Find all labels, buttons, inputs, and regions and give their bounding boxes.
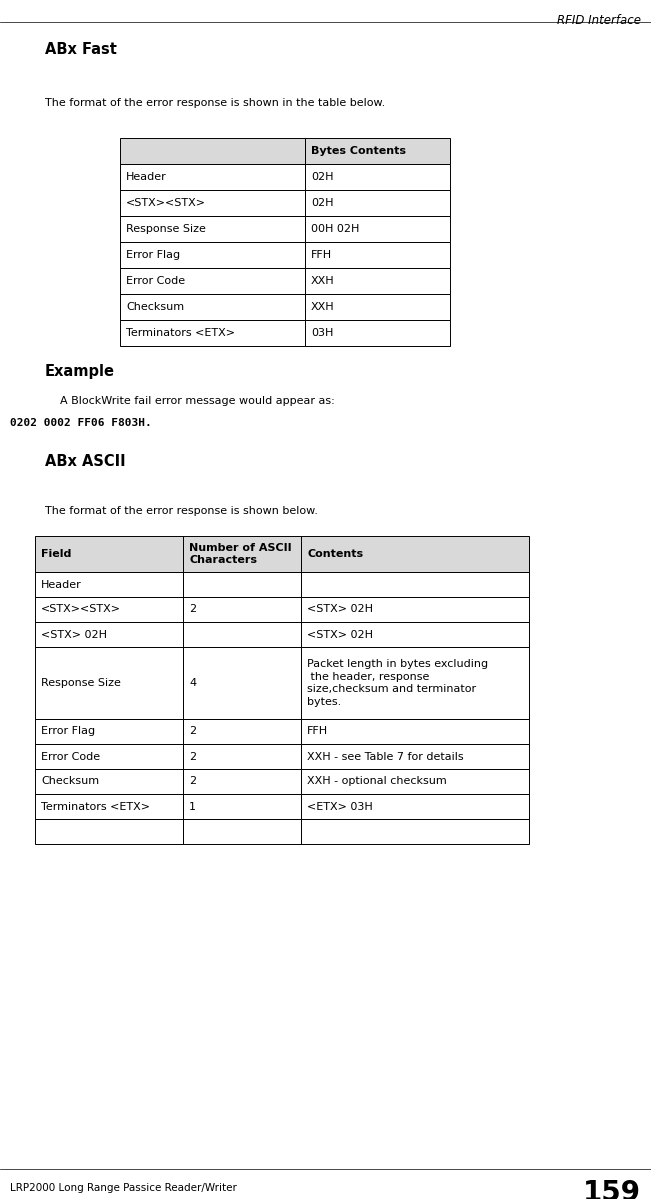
Text: <STX> 02H: <STX> 02H	[307, 604, 373, 615]
Text: Number of ASCII
Characters: Number of ASCII Characters	[189, 543, 292, 565]
Text: 1: 1	[189, 801, 196, 812]
Text: RFID Interface: RFID Interface	[557, 14, 641, 28]
Text: 2: 2	[189, 777, 196, 787]
Bar	[183, 819, 301, 844]
Text: 159: 159	[583, 1179, 641, 1199]
Bar	[305, 242, 450, 269]
Text: XXH - see Table 7 for details: XXH - see Table 7 for details	[307, 752, 464, 761]
Text: Error Flag: Error Flag	[126, 251, 180, 260]
Bar	[183, 745, 301, 769]
Bar	[301, 745, 529, 769]
Text: <ETX> 03H: <ETX> 03H	[307, 801, 373, 812]
Text: ABx Fast: ABx Fast	[45, 42, 117, 58]
Text: Response Size: Response Size	[41, 677, 121, 688]
Bar	[305, 294, 450, 320]
Bar	[35, 769, 183, 794]
Text: Header: Header	[126, 171, 167, 182]
Text: The format of the error response is shown in the table below.: The format of the error response is show…	[45, 98, 385, 108]
Bar	[305, 269, 450, 294]
Bar	[120, 294, 305, 320]
Bar	[305, 189, 450, 216]
Text: Checksum: Checksum	[41, 777, 99, 787]
Bar	[35, 536, 183, 572]
Bar	[301, 622, 529, 647]
Text: The format of the error response is shown below.: The format of the error response is show…	[45, 506, 318, 516]
Text: XXH: XXH	[311, 302, 335, 312]
Text: Error Flag: Error Flag	[41, 727, 95, 736]
Bar	[183, 647, 301, 719]
Text: 2: 2	[189, 727, 196, 736]
Text: <STX><STX>: <STX><STX>	[126, 198, 206, 207]
Text: LRP2000 Long Range Passice Reader/Writer: LRP2000 Long Range Passice Reader/Writer	[10, 1183, 237, 1193]
Text: Contents: Contents	[307, 549, 363, 559]
Text: A BlockWrite fail error message would appear as:: A BlockWrite fail error message would ap…	[60, 396, 335, 406]
Bar	[183, 597, 301, 622]
Text: XXH: XXH	[311, 276, 335, 287]
Text: Example: Example	[45, 364, 115, 379]
Text: Error Code: Error Code	[126, 276, 185, 287]
Text: 2: 2	[189, 752, 196, 761]
Text: Bytes Contents: Bytes Contents	[311, 146, 406, 156]
Bar	[35, 719, 183, 745]
Bar	[35, 647, 183, 719]
Bar	[301, 719, 529, 745]
Text: <STX><STX>: <STX><STX>	[41, 604, 121, 615]
Bar	[305, 216, 450, 242]
Bar	[35, 794, 183, 819]
Bar	[301, 769, 529, 794]
Text: 02H: 02H	[311, 198, 333, 207]
Bar	[120, 242, 305, 269]
Bar	[35, 572, 183, 597]
Bar	[183, 794, 301, 819]
Text: Packet length in bytes excluding
 the header, response
size,checksum and termina: Packet length in bytes excluding the hea…	[307, 659, 488, 706]
Text: Terminators <ETX>: Terminators <ETX>	[41, 801, 150, 812]
Bar	[120, 189, 305, 216]
Text: FFH: FFH	[311, 251, 332, 260]
Bar	[120, 269, 305, 294]
Bar	[35, 622, 183, 647]
Bar	[35, 819, 183, 844]
Bar	[301, 536, 529, 572]
Text: ABx ASCII: ABx ASCII	[45, 454, 126, 469]
Bar	[305, 164, 450, 189]
Text: XXH - optional checksum: XXH - optional checksum	[307, 777, 447, 787]
Text: 00H 02H: 00H 02H	[311, 224, 359, 234]
Text: Header: Header	[41, 579, 82, 590]
Bar	[183, 536, 301, 572]
Text: <STX> 02H: <STX> 02H	[41, 629, 107, 639]
Bar	[120, 216, 305, 242]
Text: Field: Field	[41, 549, 72, 559]
Bar	[183, 572, 301, 597]
Bar	[183, 719, 301, 745]
Bar	[120, 138, 305, 164]
Text: 4: 4	[189, 677, 196, 688]
Text: Error Code: Error Code	[41, 752, 100, 761]
Bar	[183, 622, 301, 647]
Text: 0202 0002 FF06 F803H.: 0202 0002 FF06 F803H.	[10, 418, 152, 428]
Bar	[301, 819, 529, 844]
Text: 02H: 02H	[311, 171, 333, 182]
Bar	[301, 647, 529, 719]
Bar	[35, 597, 183, 622]
Bar	[301, 794, 529, 819]
Text: FFH: FFH	[307, 727, 328, 736]
Bar	[301, 597, 529, 622]
Bar	[183, 769, 301, 794]
Text: <STX> 02H: <STX> 02H	[307, 629, 373, 639]
Text: Response Size: Response Size	[126, 224, 206, 234]
Bar	[120, 320, 305, 347]
Text: 2: 2	[189, 604, 196, 615]
Text: 03H: 03H	[311, 329, 333, 338]
Bar	[301, 572, 529, 597]
Bar	[305, 320, 450, 347]
Text: Terminators <ETX>: Terminators <ETX>	[126, 329, 235, 338]
Text: Checksum: Checksum	[126, 302, 184, 312]
Bar	[35, 745, 183, 769]
Bar	[305, 138, 450, 164]
Bar	[120, 164, 305, 189]
